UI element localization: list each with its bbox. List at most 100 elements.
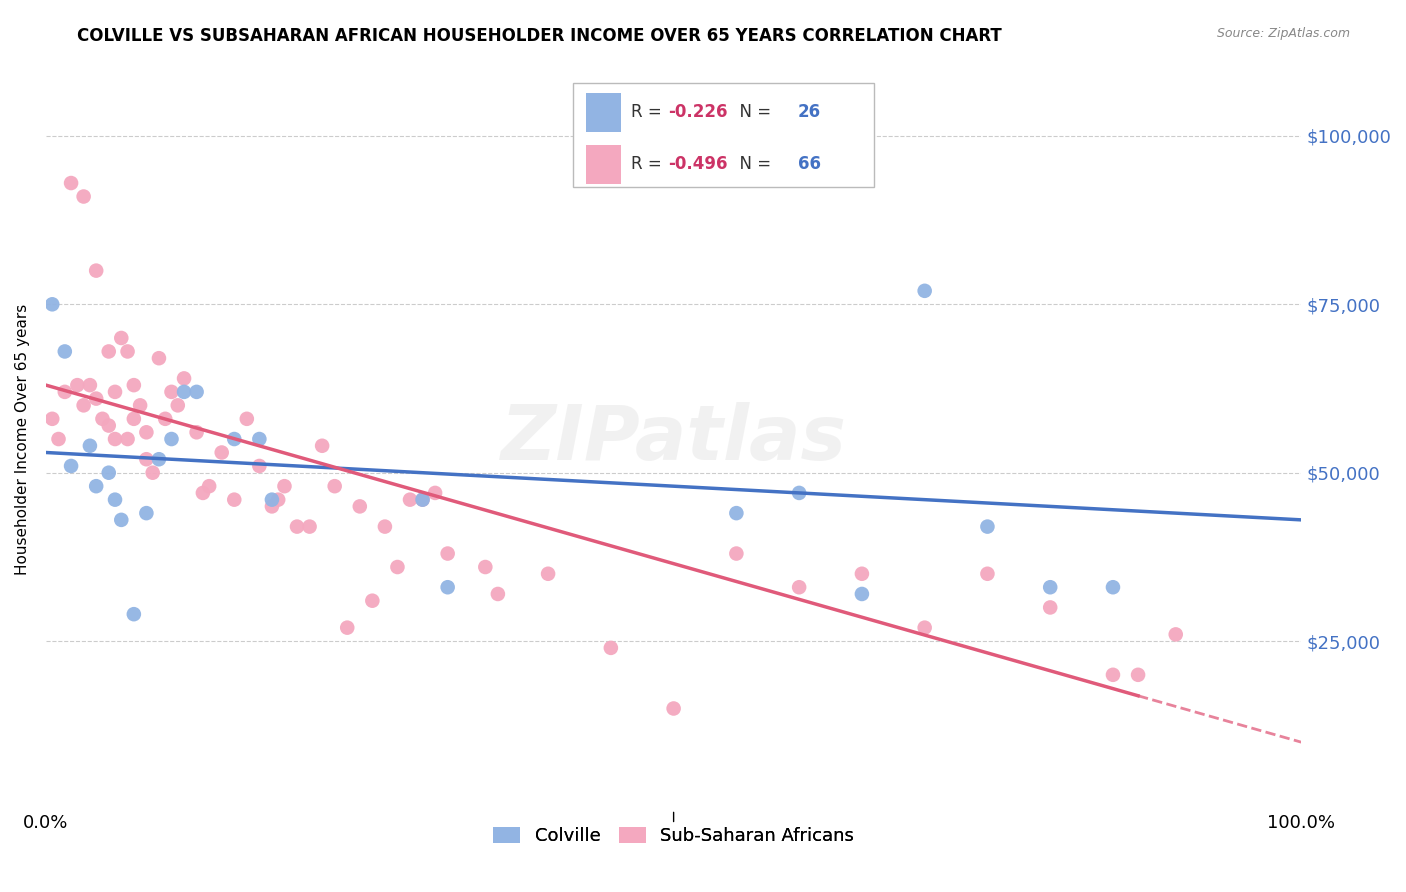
Point xyxy=(1102,668,1125,682)
FancyBboxPatch shape xyxy=(586,145,621,184)
Point xyxy=(186,425,208,440)
Point xyxy=(436,547,458,561)
Point xyxy=(97,466,120,480)
Point xyxy=(273,479,295,493)
Point xyxy=(148,452,170,467)
Point xyxy=(247,432,270,446)
Point xyxy=(135,425,157,440)
Point xyxy=(41,297,63,311)
Point xyxy=(787,580,810,594)
Point xyxy=(129,398,152,412)
Point xyxy=(436,580,458,594)
Text: Source: ZipAtlas.com: Source: ZipAtlas.com xyxy=(1216,27,1350,40)
Point xyxy=(104,384,127,399)
Point xyxy=(851,566,873,581)
Point xyxy=(117,432,139,446)
Point xyxy=(236,412,259,426)
Point xyxy=(211,445,233,459)
Point xyxy=(976,566,998,581)
Point xyxy=(1126,668,1149,682)
Point xyxy=(412,492,434,507)
Text: -0.496: -0.496 xyxy=(669,155,728,173)
Point xyxy=(725,547,748,561)
Point xyxy=(142,466,165,480)
Point xyxy=(166,398,188,412)
Point xyxy=(48,432,70,446)
Text: 26: 26 xyxy=(797,103,821,121)
Point xyxy=(1039,580,1062,594)
Text: R =: R = xyxy=(631,103,666,121)
Point xyxy=(198,479,221,493)
Point xyxy=(914,621,936,635)
Text: N =: N = xyxy=(728,155,776,173)
Point xyxy=(851,587,873,601)
Text: COLVILLE VS SUBSAHARAN AFRICAN HOUSEHOLDER INCOME OVER 65 YEARS CORRELATION CHAR: COLVILLE VS SUBSAHARAN AFRICAN HOUSEHOLD… xyxy=(77,27,1002,45)
Point xyxy=(66,378,89,392)
Point xyxy=(97,418,120,433)
Point xyxy=(160,432,183,446)
Point xyxy=(224,492,246,507)
Point xyxy=(41,412,63,426)
Point xyxy=(1164,627,1187,641)
Point xyxy=(260,500,283,514)
Point xyxy=(186,384,208,399)
Point xyxy=(110,513,132,527)
Text: N =: N = xyxy=(728,103,776,121)
Point xyxy=(787,486,810,500)
Point xyxy=(336,621,359,635)
Point xyxy=(374,519,396,533)
FancyBboxPatch shape xyxy=(574,83,875,187)
Y-axis label: Householder Income Over 65 years: Householder Income Over 65 years xyxy=(15,303,30,574)
Point xyxy=(1039,600,1062,615)
Point xyxy=(122,607,145,622)
Point xyxy=(914,284,936,298)
Point xyxy=(148,351,170,366)
Point xyxy=(84,263,107,277)
Point xyxy=(135,506,157,520)
Point xyxy=(662,701,685,715)
Point xyxy=(122,412,145,426)
Point xyxy=(117,344,139,359)
Point xyxy=(298,519,321,533)
Point xyxy=(224,432,246,446)
Point xyxy=(135,452,157,467)
Text: -0.226: -0.226 xyxy=(669,103,728,121)
Point xyxy=(976,519,998,533)
Point xyxy=(599,640,621,655)
Text: 66: 66 xyxy=(797,155,821,173)
Point xyxy=(361,593,384,607)
Point xyxy=(155,412,177,426)
Point xyxy=(260,492,283,507)
Point xyxy=(267,492,290,507)
Point xyxy=(53,384,76,399)
Point xyxy=(91,412,114,426)
Text: R =: R = xyxy=(631,155,666,173)
Point xyxy=(53,344,76,359)
Point xyxy=(486,587,509,601)
Point xyxy=(399,492,422,507)
Point xyxy=(79,378,101,392)
Point xyxy=(412,492,434,507)
Point xyxy=(387,560,409,574)
Point xyxy=(537,566,560,581)
Point xyxy=(84,479,107,493)
Text: ZIPatlas: ZIPatlas xyxy=(501,402,846,476)
Point xyxy=(122,378,145,392)
Point xyxy=(97,344,120,359)
Point xyxy=(104,492,127,507)
Point xyxy=(285,519,308,533)
Point xyxy=(72,398,94,412)
FancyBboxPatch shape xyxy=(586,93,621,132)
Point xyxy=(323,479,346,493)
Point xyxy=(173,371,195,385)
Point xyxy=(60,176,83,190)
Point xyxy=(474,560,496,574)
Point xyxy=(160,384,183,399)
Point xyxy=(423,486,446,500)
Point xyxy=(311,439,333,453)
Point xyxy=(110,331,132,345)
Legend: Colville, Sub-Saharan Africans: Colville, Sub-Saharan Africans xyxy=(486,820,862,853)
Point xyxy=(72,189,94,203)
Point xyxy=(79,439,101,453)
Point xyxy=(104,432,127,446)
